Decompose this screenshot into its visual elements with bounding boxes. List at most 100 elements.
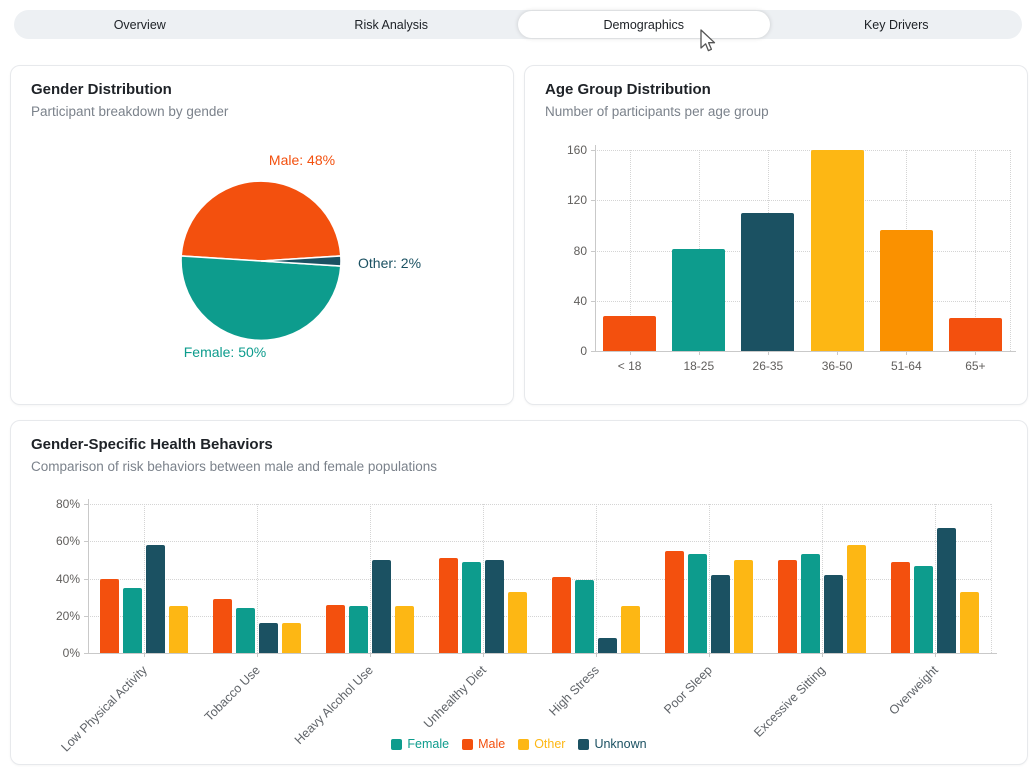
bar-male-low-physical-activity[interactable] bbox=[100, 578, 120, 653]
bar-26-35[interactable] bbox=[741, 212, 795, 351]
tab-key-drivers[interactable]: Key Drivers bbox=[863, 17, 929, 32]
bar-other-poor-sleep[interactable] bbox=[733, 559, 753, 653]
x-tick bbox=[821, 653, 823, 657]
pie-slice-male[interactable] bbox=[180, 180, 342, 262]
bar-18[interactable] bbox=[603, 315, 657, 351]
bar-51-64[interactable] bbox=[879, 230, 933, 351]
behaviors-grouped-bar-chart: 0% 20% 40% 60% 80% Low Physical Activity Tobac… bbox=[11, 421, 1027, 764]
x-axis-label: 65+ bbox=[965, 359, 986, 373]
y-tick bbox=[84, 615, 88, 617]
bar-other-tobacco-use[interactable] bbox=[282, 623, 302, 653]
pie-slice-female[interactable] bbox=[180, 255, 342, 342]
bar-female-excessive-sitting[interactable] bbox=[800, 554, 820, 653]
bar-36-50[interactable] bbox=[810, 150, 864, 351]
bar-female-unhealthy-diet[interactable] bbox=[462, 561, 482, 653]
gridline-h bbox=[88, 578, 991, 580]
bar-male-excessive-sitting[interactable] bbox=[777, 559, 797, 653]
gender-pie-chart: Male: 48% Female: 50% Other: 2% bbox=[11, 66, 513, 404]
x-axis-label: 26-35 bbox=[752, 359, 784, 373]
y-tick bbox=[591, 150, 595, 151]
x-tick bbox=[698, 351, 700, 355]
y-tick bbox=[591, 200, 595, 202]
bar-female-heavy-alcohol-use[interactable] bbox=[349, 606, 369, 653]
x-tick bbox=[629, 351, 631, 355]
y-axis-tick-label: 40 bbox=[573, 293, 587, 308]
bar-female-overweight[interactable] bbox=[913, 565, 933, 653]
pie-slice-other[interactable] bbox=[260, 255, 342, 267]
bar-male-heavy-alcohol-use[interactable] bbox=[326, 604, 346, 653]
gridline-v bbox=[144, 504, 146, 653]
y-tick bbox=[591, 250, 595, 252]
bar-unknown-low-physical-activity[interactable] bbox=[146, 545, 166, 653]
behaviors-card-subtitle: Comparison of risk behaviors between mal… bbox=[31, 459, 437, 474]
bar-unknown-overweight[interactable] bbox=[936, 528, 956, 653]
x-tick bbox=[595, 653, 597, 657]
tab-overview[interactable]: Overview bbox=[113, 17, 166, 32]
gridline-h bbox=[595, 200, 1010, 202]
legend-item-female[interactable]: Female bbox=[391, 737, 449, 751]
y-tick bbox=[84, 541, 88, 543]
gridline-v bbox=[257, 504, 259, 653]
bar-65[interactable] bbox=[948, 318, 1002, 351]
bar-unknown-excessive-sitting[interactable] bbox=[823, 574, 843, 653]
y-tick bbox=[84, 504, 88, 505]
legend-item-other[interactable]: Other bbox=[518, 737, 565, 751]
legend-swatch-male bbox=[462, 738, 474, 750]
tab-demographics[interactable]: Demographics bbox=[518, 11, 770, 38]
x-tick bbox=[257, 653, 259, 657]
x-axis-label: Heavy Alcohol Use bbox=[291, 663, 377, 748]
tab-risk-analysis[interactable]: Risk Analysis bbox=[354, 17, 429, 32]
x-axis-label: Tobacco Use bbox=[202, 663, 264, 724]
bar-unknown-tobacco-use[interactable] bbox=[259, 623, 279, 653]
legend-swatch-unknown bbox=[578, 738, 590, 750]
gender-card-subtitle: Participant breakdown by gender bbox=[31, 104, 229, 119]
bar-other-high-stress[interactable] bbox=[620, 606, 640, 653]
bar-male-high-stress[interactable] bbox=[551, 576, 571, 653]
gridline-v bbox=[975, 150, 977, 351]
y-axis-line bbox=[595, 145, 596, 351]
gridline-h bbox=[88, 615, 991, 617]
y-axis-tick-label: 80 bbox=[573, 243, 587, 258]
pie-label-male: Male: 48% bbox=[269, 152, 335, 168]
bar-other-unhealthy-diet[interactable] bbox=[508, 591, 528, 653]
x-tick bbox=[975, 351, 977, 355]
legend-item-male[interactable]: Male bbox=[462, 737, 505, 751]
bar-female-poor-sleep[interactable] bbox=[687, 554, 707, 653]
bar-male-unhealthy-diet[interactable] bbox=[439, 558, 459, 653]
bar-unknown-high-stress[interactable] bbox=[597, 638, 617, 653]
bar-male-tobacco-use[interactable] bbox=[213, 599, 233, 653]
gridline-h bbox=[595, 300, 1010, 302]
legend-item-unknown[interactable]: Unknown bbox=[578, 737, 647, 751]
y-axis-tick-label: 0% bbox=[62, 646, 80, 660]
x-tick bbox=[370, 653, 372, 657]
card-gender-specific-health-behaviors: Gender-Specific Health Behaviors Compari… bbox=[10, 420, 1028, 765]
x-axis-label: 51-64 bbox=[890, 359, 922, 373]
bar-female-tobacco-use[interactable] bbox=[236, 608, 256, 653]
gridline-v bbox=[991, 504, 992, 653]
x-axis-line bbox=[87, 653, 997, 654]
chart-legend: Female Male Other Unknown bbox=[11, 737, 1027, 751]
bar-18-25[interactable] bbox=[672, 249, 726, 351]
x-axis-label: Unhealthy Diet bbox=[421, 663, 489, 731]
gridline-v bbox=[483, 504, 485, 653]
bar-female-low-physical-activity[interactable] bbox=[123, 587, 143, 653]
bar-other-excessive-sitting[interactable] bbox=[846, 545, 866, 653]
gridline-h bbox=[595, 150, 1010, 151]
age-card-title: Age Group Distribution bbox=[545, 81, 711, 98]
bar-unknown-poor-sleep[interactable] bbox=[710, 574, 730, 653]
legend-swatch-other bbox=[518, 738, 530, 750]
x-tick bbox=[708, 653, 710, 657]
bar-male-poor-sleep[interactable] bbox=[664, 550, 684, 653]
y-axis-tick-label: 40% bbox=[55, 571, 80, 586]
bar-unknown-heavy-alcohol-use[interactable] bbox=[372, 559, 392, 653]
bar-unknown-unhealthy-diet[interactable] bbox=[485, 559, 505, 653]
bar-other-low-physical-activity[interactable] bbox=[169, 606, 189, 653]
x-axis-label: < 18 bbox=[617, 359, 642, 373]
x-axis-label: Low Physical Activity bbox=[58, 663, 151, 755]
legend-swatch-female bbox=[391, 738, 403, 750]
bar-male-overweight[interactable] bbox=[890, 561, 910, 653]
bar-other-overweight[interactable] bbox=[959, 591, 979, 653]
bar-female-high-stress[interactable] bbox=[574, 580, 594, 653]
bar-other-heavy-alcohol-use[interactable] bbox=[395, 606, 415, 653]
y-tick bbox=[84, 653, 88, 654]
